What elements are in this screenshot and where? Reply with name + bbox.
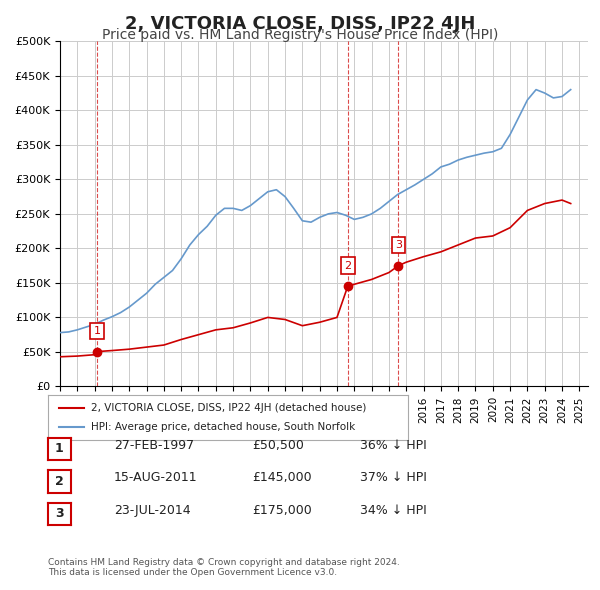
Text: 37% ↓ HPI: 37% ↓ HPI: [360, 471, 427, 484]
Text: 27-FEB-1997: 27-FEB-1997: [114, 439, 194, 452]
Text: 2: 2: [344, 261, 351, 271]
Text: Contains HM Land Registry data © Crown copyright and database right 2024.
This d: Contains HM Land Registry data © Crown c…: [48, 558, 400, 577]
Text: 34% ↓ HPI: 34% ↓ HPI: [360, 504, 427, 517]
Text: £175,000: £175,000: [252, 504, 312, 517]
Text: 1: 1: [55, 442, 64, 455]
Text: 3: 3: [395, 240, 402, 250]
Text: 2, VICTORIA CLOSE, DISS, IP22 4JH: 2, VICTORIA CLOSE, DISS, IP22 4JH: [125, 15, 475, 33]
Text: 23-JUL-2014: 23-JUL-2014: [114, 504, 191, 517]
Text: £145,000: £145,000: [252, 471, 311, 484]
Text: £50,500: £50,500: [252, 439, 304, 452]
Text: 2, VICTORIA CLOSE, DISS, IP22 4JH (detached house): 2, VICTORIA CLOSE, DISS, IP22 4JH (detac…: [91, 403, 367, 412]
Text: Price paid vs. HM Land Registry's House Price Index (HPI): Price paid vs. HM Land Registry's House …: [102, 28, 498, 42]
Text: HPI: Average price, detached house, South Norfolk: HPI: Average price, detached house, Sout…: [91, 422, 355, 432]
Text: 1: 1: [94, 326, 101, 336]
Text: 2: 2: [55, 475, 64, 488]
Text: 36% ↓ HPI: 36% ↓ HPI: [360, 439, 427, 452]
Text: 15-AUG-2011: 15-AUG-2011: [114, 471, 197, 484]
Text: 3: 3: [55, 507, 64, 520]
